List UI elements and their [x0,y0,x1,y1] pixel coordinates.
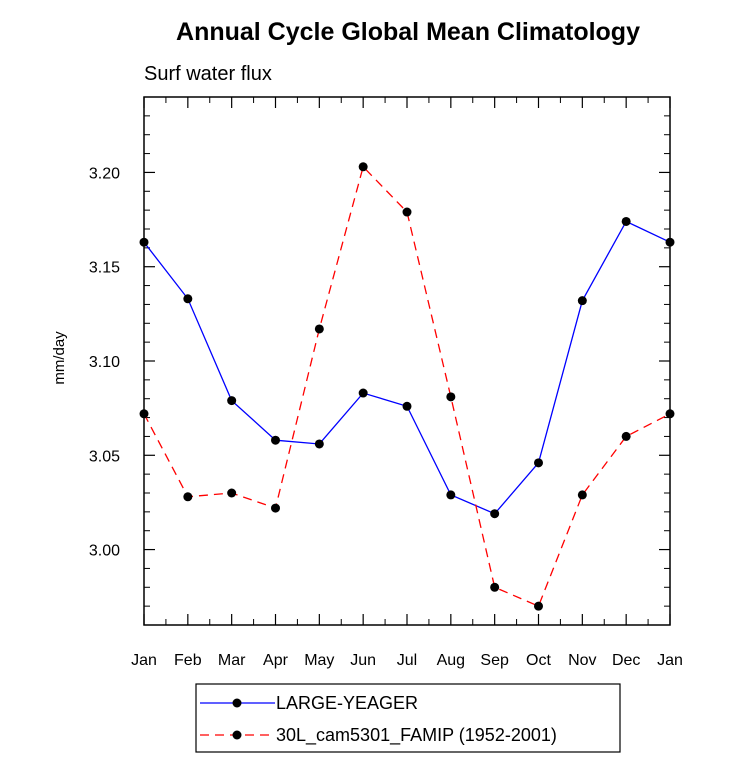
legend-marker [232,730,242,740]
chart-subtitle: Surf water flux [144,63,272,85]
legend-marker [232,698,242,708]
data-point [271,503,280,513]
data-point [358,388,368,398]
x-tick-label: Nov [568,652,596,669]
legend-label: LARGE-YEAGER [276,693,418,713]
plot-frame [143,96,671,626]
data-point [358,162,368,172]
legend-box [195,683,621,753]
y-axis-label: mm/day [51,331,68,385]
data-point [183,492,193,502]
data-point [577,296,587,306]
data-point [490,509,500,519]
x-tick-label: May [304,652,334,669]
data-point [665,409,675,419]
y-tick-label: 3.20 [89,165,120,182]
chart-title: Annual Cycle Global Mean Climatology [176,18,640,46]
x-tick-label: Jun [350,652,376,669]
data-point [446,392,456,402]
legend: LARGE-YEAGER 30L_cam5301_FAMIP (1952-2001… [200,693,557,746]
data-point [402,207,412,217]
data-point [534,601,543,611]
x-tick-label: Jan [131,652,157,669]
x-tick-label: Dec [612,652,640,669]
data-point [314,324,324,334]
data-point [446,490,456,500]
data-point [227,396,237,406]
data-point [621,216,631,226]
x-tick-labels: Jan Feb Mar Apr May Jun Jul Aug Sep Oct Nov Dec Jan [131,652,683,669]
data-point [577,490,587,500]
x-tick-label: Jul [397,652,417,669]
x-tick-label: Sep [480,652,509,669]
y-tick-labels: 3.00 3.05 3.10 3.15 3.20 [89,165,120,559]
y-tick-label: 3.10 [89,354,120,371]
series-line [143,165,671,608]
data-point [665,237,675,247]
x-tick-label: Mar [218,652,246,669]
x-tick-label: Apr [263,652,289,669]
data-point [183,294,193,304]
y-tick-label: 3.00 [89,543,120,560]
data-point [490,582,500,592]
series-layer [139,162,675,611]
x-tick-label: Oct [526,652,551,669]
series-30l-cam5301-famip-1952-2001- [139,162,675,611]
data-point [271,435,280,445]
data-point [314,439,324,449]
x-tick-label: Jan [657,652,683,669]
series-line [143,220,671,515]
x-tick-label: Feb [174,652,202,669]
legend-label: 30L_cam5301_FAMIP (1952-2001) [276,725,557,746]
x-tick-label: Aug [437,652,465,669]
data-point [139,409,149,419]
series-large-yeager [139,216,675,519]
data-point [402,401,412,411]
data-point [534,458,543,468]
axis-ticks [143,96,671,626]
data-point [227,488,237,498]
data-point [139,237,149,247]
y-tick-label: 3.05 [89,448,120,465]
legend-item: LARGE-YEAGER [200,693,418,713]
legend-item: 30L_cam5301_FAMIP (1952-2001) [200,725,557,746]
data-point [621,431,631,441]
y-tick-label: 3.15 [89,260,120,277]
